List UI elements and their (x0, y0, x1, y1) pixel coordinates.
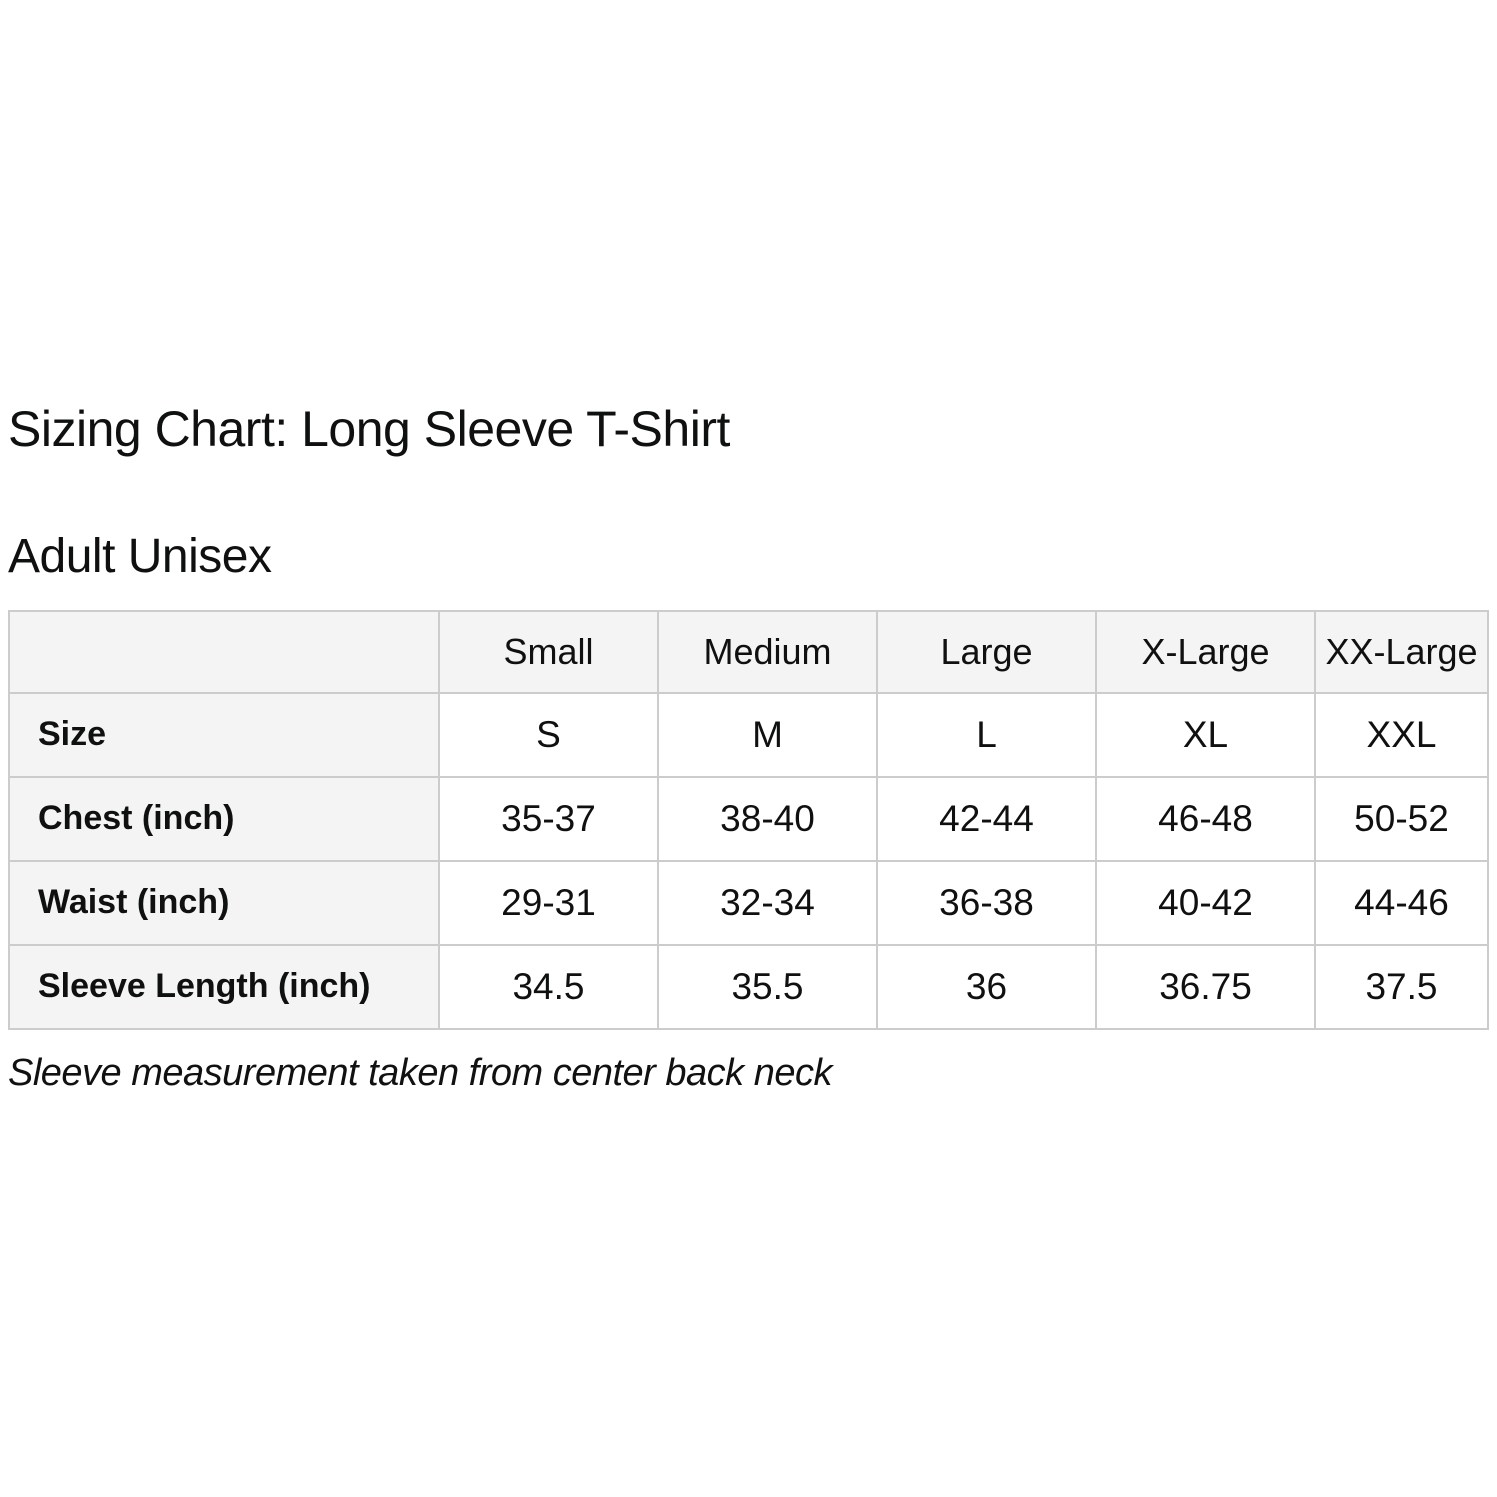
row-label-waist: Waist (inch) (8, 859, 440, 946)
table-cell: 36 (876, 943, 1097, 1030)
section-subtitle: Adult Unisex (8, 530, 272, 583)
table-cell: 29-31 (438, 859, 659, 946)
sizing-table: Small Medium Large X-Large XX-Large Size… (8, 609, 1489, 1030)
table-cell: XXL (1314, 691, 1489, 778)
table-row-sleeve-length: Sleeve Length (inch) 34.5 35.5 36 36.75 … (8, 943, 1489, 1030)
table-row-chest: Chest (inch) 35-37 38-40 42-44 46-48 50-… (8, 775, 1489, 862)
table-cell: 32-34 (657, 859, 878, 946)
content-area: Sizing Chart: Long Sleeve T-Shirt Adult … (8, 402, 1489, 1095)
table-cell: XL (1095, 691, 1316, 778)
table-cell: 40-42 (1095, 859, 1316, 946)
row-label-chest: Chest (inch) (8, 775, 440, 862)
header-cell-medium: Medium (657, 609, 878, 694)
table-header: Small Medium Large X-Large XX-Large (8, 609, 1489, 694)
table-cell: 36.75 (1095, 943, 1316, 1030)
header-cell-small: Small (438, 609, 659, 694)
table-cell: 42-44 (876, 775, 1097, 862)
table-cell: 50-52 (1314, 775, 1489, 862)
table-cell: 34.5 (438, 943, 659, 1030)
table-body: Size S M L XL XXL Chest (inch) 35-37 38-… (8, 691, 1489, 1030)
page-title: Sizing Chart: Long Sleeve T-Shirt (8, 401, 730, 457)
table-cell: L (876, 691, 1097, 778)
table-cell: M (657, 691, 878, 778)
table-cell: 35-37 (438, 775, 659, 862)
header-row: Small Medium Large X-Large XX-Large (8, 609, 1489, 694)
table-cell: 46-48 (1095, 775, 1316, 862)
table-cell: 36-38 (876, 859, 1097, 946)
header-cell-empty (8, 609, 440, 694)
table-cell: 38-40 (657, 775, 878, 862)
table-row-size: Size S M L XL XXL (8, 691, 1489, 778)
table-row-waist: Waist (inch) 29-31 32-34 36-38 40-42 44-… (8, 859, 1489, 946)
table-cell: 35.5 (657, 943, 878, 1030)
header-cell-xx-large: XX-Large (1314, 609, 1489, 694)
row-label-sleeve-length: Sleeve Length (inch) (8, 943, 440, 1030)
sleeve-measurement-footnote: Sleeve measurement taken from center bac… (8, 1051, 832, 1094)
header-cell-large: Large (876, 609, 1097, 694)
row-label-size: Size (8, 691, 440, 778)
header-cell-x-large: X-Large (1095, 609, 1316, 694)
table-cell: 44-46 (1314, 859, 1489, 946)
table-cell: S (438, 691, 659, 778)
table-cell: 37.5 (1314, 943, 1489, 1030)
